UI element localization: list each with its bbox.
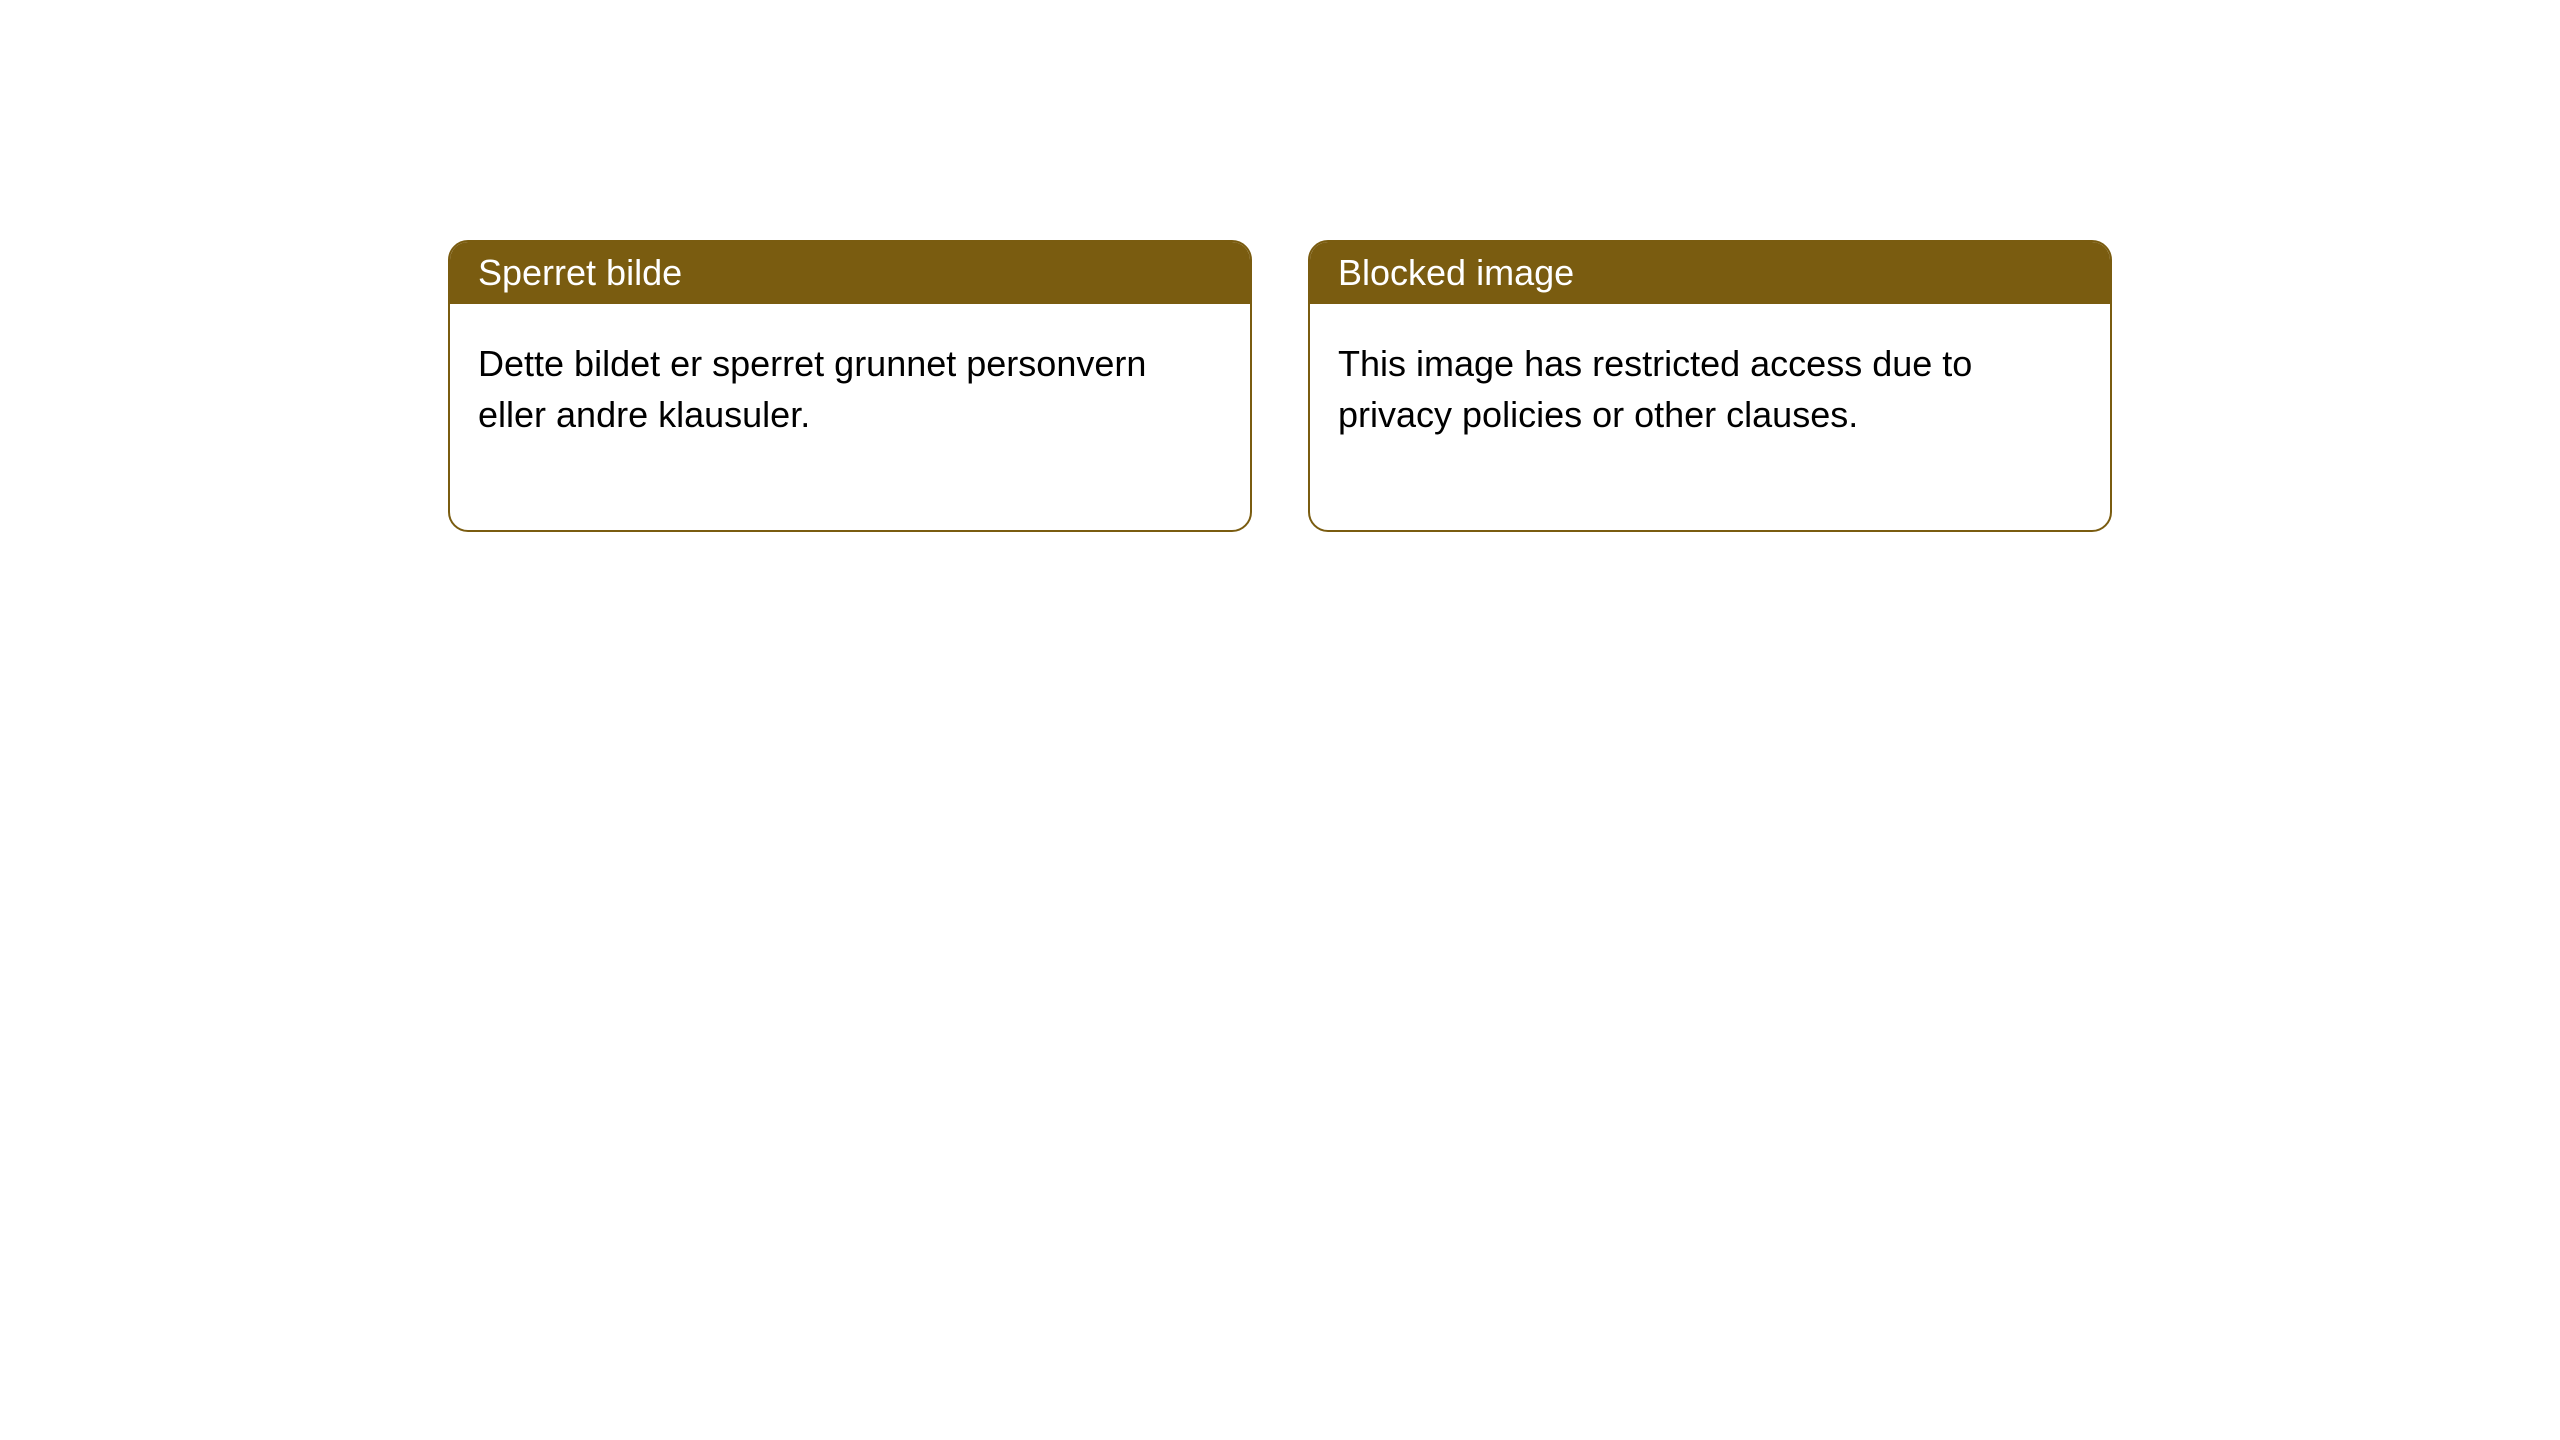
notice-title: Sperret bilde xyxy=(478,252,682,293)
notice-body: Dette bildet er sperret grunnet personve… xyxy=(450,304,1250,530)
notice-container: Sperret bilde Dette bildet er sperret gr… xyxy=(0,0,2560,532)
notice-card-english: Blocked image This image has restricted … xyxy=(1308,240,2112,532)
notice-body-text: Dette bildet er sperret grunnet personve… xyxy=(478,343,1146,435)
notice-card-norwegian: Sperret bilde Dette bildet er sperret gr… xyxy=(448,240,1252,532)
notice-body: This image has restricted access due to … xyxy=(1310,304,2110,530)
notice-header: Blocked image xyxy=(1310,242,2110,304)
notice-body-text: This image has restricted access due to … xyxy=(1338,343,1972,435)
notice-header: Sperret bilde xyxy=(450,242,1250,304)
notice-title: Blocked image xyxy=(1338,252,1574,293)
